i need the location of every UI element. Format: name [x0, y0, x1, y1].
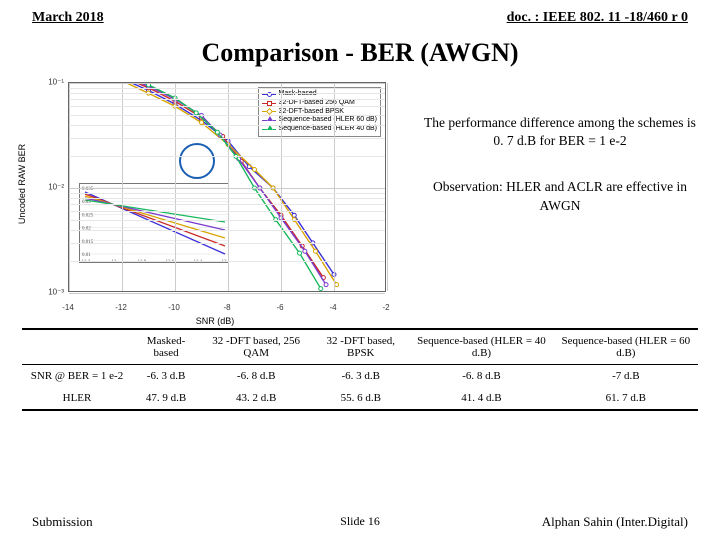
table-row-header: SNR @ BER = 1 e-2 — [22, 365, 132, 388]
table-cell: -6. 3 d.B — [312, 365, 409, 388]
table-col-header: Sequence-based (HLER = 40 d.B) — [409, 329, 553, 365]
table-col-header: Sequence-based (HLER = 60 d.B) — [554, 329, 698, 365]
results-table: Masked-based32 -DFT based, 256 QAM32 -DF… — [22, 328, 698, 411]
legend-item: Sequence-based (HLER 60 dB) — [262, 116, 377, 125]
chart-legend: Mask-based32-DFT-based 256 QAM32-DFT-bas… — [258, 87, 381, 137]
slide-number: Slide 16 — [340, 514, 380, 529]
footer-right: Alphan Sahin (Inter.Digital) — [542, 514, 688, 530]
circle-annotation — [179, 143, 215, 179]
content-row: Uncoded RAW BER Mask-based32-DFT-based 2… — [0, 74, 720, 324]
ytick: 10⁻² — [38, 183, 64, 192]
table-cell: -6. 8 d.B — [409, 365, 553, 388]
ytick: 10⁻³ — [38, 288, 64, 297]
footer-left: Submission — [32, 514, 93, 530]
inset-curves: -13.2-13-12.8-12.6-12.4-12.20.0350.030.0… — [80, 184, 228, 262]
table-col-header: 32 -DFT based, BPSK — [312, 329, 409, 365]
table-cell: 55. 6 d.B — [312, 387, 409, 410]
table-col-header: 32 -DFT based, 256 QAM — [200, 329, 312, 365]
table-cell: -6. 8 d.B — [200, 365, 312, 388]
header-date: March 2018 — [32, 10, 104, 26]
table-cell: 61. 7 d.B — [554, 387, 698, 410]
xtick: -2 — [382, 303, 389, 312]
table-row: HLER47. 9 d.B43. 2 d.B55. 6 d.B41. 4 d.B… — [22, 387, 698, 410]
table-col-header — [22, 329, 132, 365]
table-cell: 47. 9 d.B — [132, 387, 200, 410]
results-table-wrap: Masked-based32 -DFT based, 256 QAM32 -DF… — [0, 328, 720, 411]
xtick: -6 — [276, 303, 283, 312]
slide-title: Comparison - BER (AWGN) — [0, 38, 720, 68]
header-doc: doc. : IEEE 802. 11 -18/460 r 0 — [507, 10, 688, 26]
svg-text:0.025: 0.025 — [82, 213, 94, 218]
xtick: -4 — [329, 303, 336, 312]
note-observation: Observation: HLER and ACLR are effective… — [420, 178, 700, 214]
ytick: 10⁻¹ — [38, 78, 64, 87]
table-header-row: Masked-based32 -DFT based, 256 QAM32 -DF… — [22, 329, 698, 365]
note-performance: The performance difference among the sch… — [420, 114, 700, 150]
plot-area: Mask-based32-DFT-based 256 QAM32-DFT-bas… — [68, 82, 386, 292]
right-notes: The performance difference among the sch… — [410, 74, 700, 324]
ber-chart: Uncoded RAW BER Mask-based32-DFT-based 2… — [20, 74, 410, 324]
legend-item: Mask-based — [262, 90, 377, 99]
table-cell: 43. 2 d.B — [200, 387, 312, 410]
table-col-header: Masked-based — [132, 329, 200, 365]
slide-header: March 2018 doc. : IEEE 802. 11 -18/460 r… — [0, 0, 720, 30]
xtick: -10 — [168, 303, 180, 312]
table-row: SNR @ BER = 1 e-2-6. 3 d.B-6. 8 d.B-6. 3… — [22, 365, 698, 388]
table-cell: -6. 3 d.B — [132, 365, 200, 388]
legend-item: Sequence-based (HLER 40 dB) — [262, 125, 377, 134]
chart-ylabel: Uncoded RAW BER — [17, 144, 27, 224]
chart-xlabel: SNR (dB) — [20, 316, 410, 326]
chart-inset: -13.2-13-12.8-12.6-12.4-12.20.0350.030.0… — [79, 183, 229, 263]
xtick: -12 — [115, 303, 127, 312]
table-body: SNR @ BER = 1 e-2-6. 3 d.B-6. 8 d.B-6. 3… — [22, 365, 698, 411]
table-cell: 41. 4 d.B — [409, 387, 553, 410]
svg-text:0.01: 0.01 — [82, 253, 91, 258]
table-row-header: HLER — [22, 387, 132, 410]
xtick: -14 — [62, 303, 74, 312]
xtick: -8 — [223, 303, 230, 312]
slide-footer: Submission Slide 16 Alphan Sahin (Inter.… — [0, 514, 720, 530]
table-cell: -7 d.B — [554, 365, 698, 388]
